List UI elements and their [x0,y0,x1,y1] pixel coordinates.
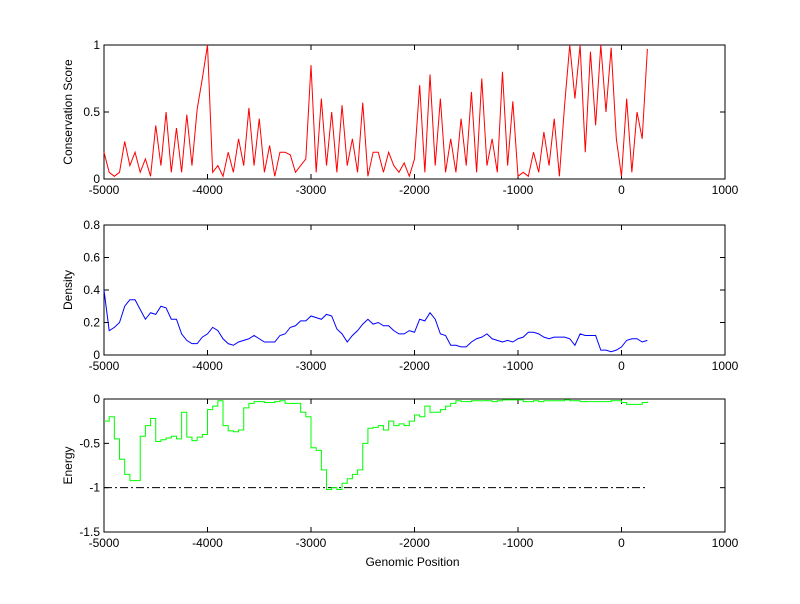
x-tick-label: -4000 [192,183,223,197]
x-tick-label: 1000 [712,359,739,373]
conservation-axes: -5000 -4000 -3000 -2000 -1000 0 1000 0 0.5 1 Conse… [61,38,739,197]
x-tick-label: -4000 [192,536,223,550]
x-tick-label: -2000 [399,183,430,197]
y-tick-label: -1 [89,481,100,495]
x-tick-label: 0 [618,183,625,197]
axes-box [103,224,726,356]
x-tick-label: 1000 [712,536,739,550]
y-tick-label: -0.5 [79,436,100,450]
x-tick-label: -4000 [192,359,223,373]
y-axis-label: Conservation Score [61,59,75,165]
x-tick-label: 0 [618,536,625,550]
y-tick-label: 0 [93,348,100,362]
y-tick-label: 0.8 [83,218,100,232]
y-axis-label: Density [61,270,75,310]
x-tick-label: -5000 [89,183,120,197]
x-tick-label: 0 [618,359,625,373]
conservation-series-line [103,44,648,178]
y-tick-label: 0.4 [83,283,100,297]
y-tick-label: 0.5 [83,105,100,119]
x-tick-label: -5000 [89,359,120,373]
x-tick-label: -1000 [503,536,534,550]
y-tick-label: 0 [93,392,100,406]
x-tick-label: 1000 [712,183,739,197]
x-axis-label: Genomic Position [365,555,459,569]
x-tick-label: -5000 [89,536,120,550]
y-tick-label: 0.2 [83,316,100,330]
x-tick-label: -1000 [503,183,534,197]
x-tick-label: -3000 [296,359,327,373]
x-tick-label: -2000 [399,359,430,373]
y-tick-label: 0.6 [83,251,100,265]
y-axis-label: Energy [61,446,75,484]
x-tick-label: -1000 [503,359,534,373]
y-tick-label: 1 [93,38,100,52]
x-tick-label: -3000 [296,183,327,197]
y-tick-label: -1.5 [79,525,100,539]
y-tick-label: 0 [93,172,100,186]
x-tick-label: -3000 [296,536,327,550]
x-tick-label: -2000 [399,536,430,550]
density-series-line [103,289,648,353]
energy-series-line [104,399,648,490]
density-axes: -5000 -4000 -3000 -2000 -1000 0 1000 0 0.2 0.4 0.6… [61,218,739,373]
energy-axes: -5000 -4000 -3000 -2000 -1000 0 1000 -1.5 -1 -0.5… [61,392,739,569]
